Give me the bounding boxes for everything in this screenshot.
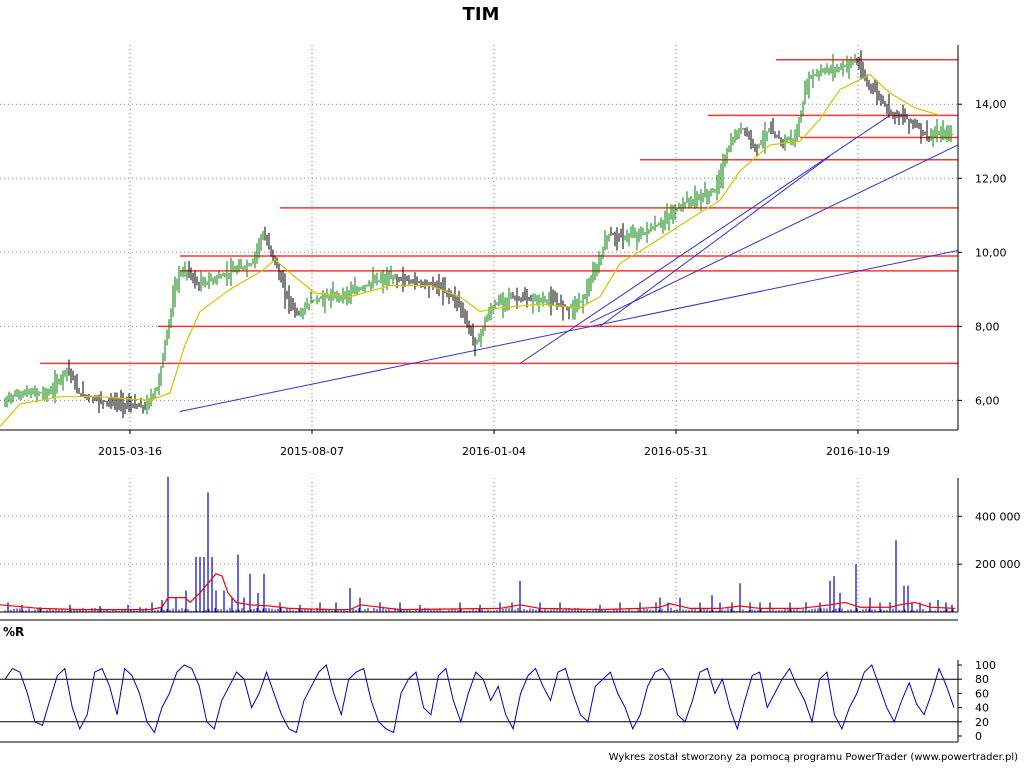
volume-panel: 200 000 400 000: [0, 476, 1021, 613]
volume-ytick-label: 400 000: [975, 510, 1021, 523]
trend-lines: [179, 114, 959, 412]
moving-average-line: [0, 73, 941, 427]
price-ytick-label: 12,00: [975, 172, 1007, 185]
volume-y-ticks: 200 000 400 000: [958, 510, 1021, 571]
price-y-ticks: 6,00 8,00 10,00 12,00 14,00: [958, 98, 1007, 407]
wr-ytick-label: 40: [975, 702, 989, 715]
price-grid: [0, 45, 958, 430]
wr-ytick-label: 0: [975, 730, 982, 743]
date-tick-label: 2015-08-07: [280, 445, 344, 458]
price-ytick-label: 10,00: [975, 246, 1007, 259]
volume-moving-average: [0, 572, 956, 611]
wr-grid: [0, 678, 958, 723]
volume-ytick-label: 200 000: [975, 558, 1021, 571]
wr-ytick-label: 100: [975, 659, 996, 672]
horizontal-levels: [40, 59, 958, 365]
trend-line-3: [599, 155, 831, 327]
date-tick-label: 2016-10-19: [826, 445, 890, 458]
wr-ytick-label: 60: [975, 687, 989, 700]
date-tick-label: 2016-05-31: [644, 445, 708, 458]
wr-label: %R: [3, 625, 24, 639]
wr-ytick-label: 20: [975, 716, 989, 729]
trend-line-2: [589, 144, 959, 324]
date-x-ticks: 2015-03-16 2015-08-07 2016-01-04 2016-05-31…: [98, 430, 890, 458]
wr-ytick-label: 80: [975, 673, 989, 686]
date-tick-label: 2016-01-04: [462, 445, 526, 458]
price-ytick-label: 8,00: [975, 320, 1000, 333]
date-tick-label: 2015-03-16: [98, 445, 162, 458]
price-ytick-label: 6,00: [975, 394, 1000, 407]
footer-credit: Wykres został stworzony za pomocą progra…: [609, 752, 1018, 763]
chart-title: TIM: [463, 4, 500, 25]
price-bars: [4, 50, 954, 419]
wr-line: [4, 664, 955, 734]
price-ytick-label: 14,00: [975, 98, 1007, 111]
